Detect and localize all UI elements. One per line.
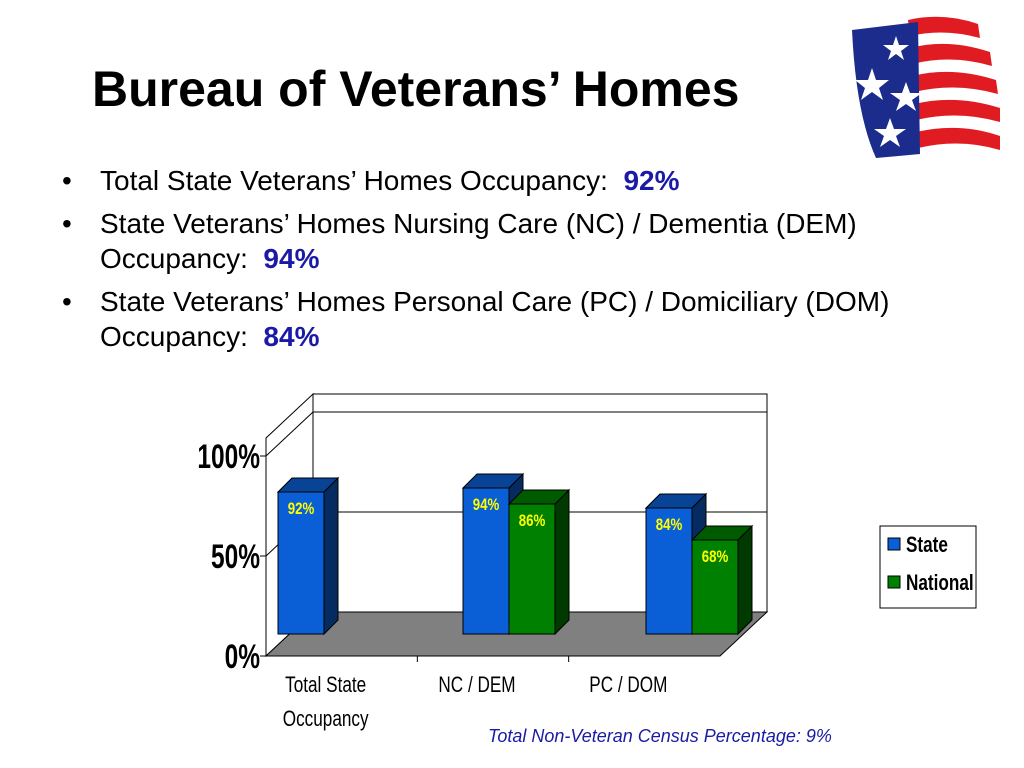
data-label: 94% xyxy=(473,496,500,515)
legend: State National xyxy=(879,525,977,609)
bar-front xyxy=(277,491,325,635)
y-tick-label: 50% xyxy=(211,538,260,576)
flag-stripe xyxy=(912,71,998,94)
gridline xyxy=(265,411,314,457)
star-icon xyxy=(855,68,889,100)
bullet-text: State Veterans’ Homes Personal Care (PC)… xyxy=(100,286,890,352)
bullet-value: 84% xyxy=(263,320,320,352)
flag-stripe xyxy=(910,43,992,66)
flag-canton xyxy=(852,22,920,158)
bar-side xyxy=(737,524,753,636)
x-tick-label: Occupancy xyxy=(283,707,369,732)
bullet-dot: • xyxy=(62,208,72,240)
bullet-value: 92% xyxy=(623,165,680,196)
star-icon xyxy=(883,36,909,60)
flag-stripes xyxy=(908,16,1000,150)
x-tick-label: Total State xyxy=(285,673,366,698)
flag-stripe xyxy=(908,16,980,38)
data-label: 84% xyxy=(656,516,683,535)
data-label: 92% xyxy=(288,500,315,519)
bullet-text: Total State Veterans’ Homes Occupancy: xyxy=(100,165,608,196)
bullet-item: • State Veterans’ Homes Nursing Care (NC)… xyxy=(62,207,982,276)
star-icon xyxy=(874,118,906,147)
x-tick-label: NC / DEM xyxy=(438,673,515,698)
legend-label: National xyxy=(906,571,974,596)
data-label: 86% xyxy=(519,512,546,531)
bullet-text: State Veterans’ Homes Nursing Care (NC) … xyxy=(100,208,857,274)
bullet-value: 94% xyxy=(263,242,320,274)
y-tick-label: 0% xyxy=(225,638,260,676)
bar-national: 68% xyxy=(690,524,754,636)
bullet-dot: • xyxy=(62,165,72,196)
bullet-item: • State Veterans’ Homes Personal Care (PC… xyxy=(62,285,982,354)
footnote: Total Non-Veteran Census Percentage: 9% xyxy=(488,726,832,746)
bar-front xyxy=(508,503,556,635)
x-tick-label: PC / DOM xyxy=(589,673,667,698)
y-tick-label: 100% xyxy=(197,438,260,476)
bullet-item: • Total State Veterans’ Homes Occupancy: … xyxy=(62,164,982,198)
bar-front xyxy=(691,539,739,635)
bar-front xyxy=(645,507,693,635)
data-label: 68% xyxy=(702,548,729,567)
legend-swatch xyxy=(887,575,901,589)
flag-logo xyxy=(852,16,1000,158)
legend-label: State xyxy=(906,533,948,558)
page-title: Bureau of Veterans’ Homes xyxy=(92,61,740,117)
bullet-dot: • xyxy=(62,286,72,318)
bar-side xyxy=(323,476,339,636)
bullet-list: • Total State Veterans’ Homes Occupancy: … xyxy=(62,164,982,363)
flag-stripe xyxy=(916,127,1000,150)
bar-national: 86% xyxy=(507,488,571,636)
bar-front xyxy=(462,487,510,635)
bar-state: 92% xyxy=(276,476,340,636)
legend-swatch xyxy=(887,537,901,551)
star-icon xyxy=(890,82,922,111)
bar-side xyxy=(554,488,570,636)
flag-stripe xyxy=(914,99,1000,122)
